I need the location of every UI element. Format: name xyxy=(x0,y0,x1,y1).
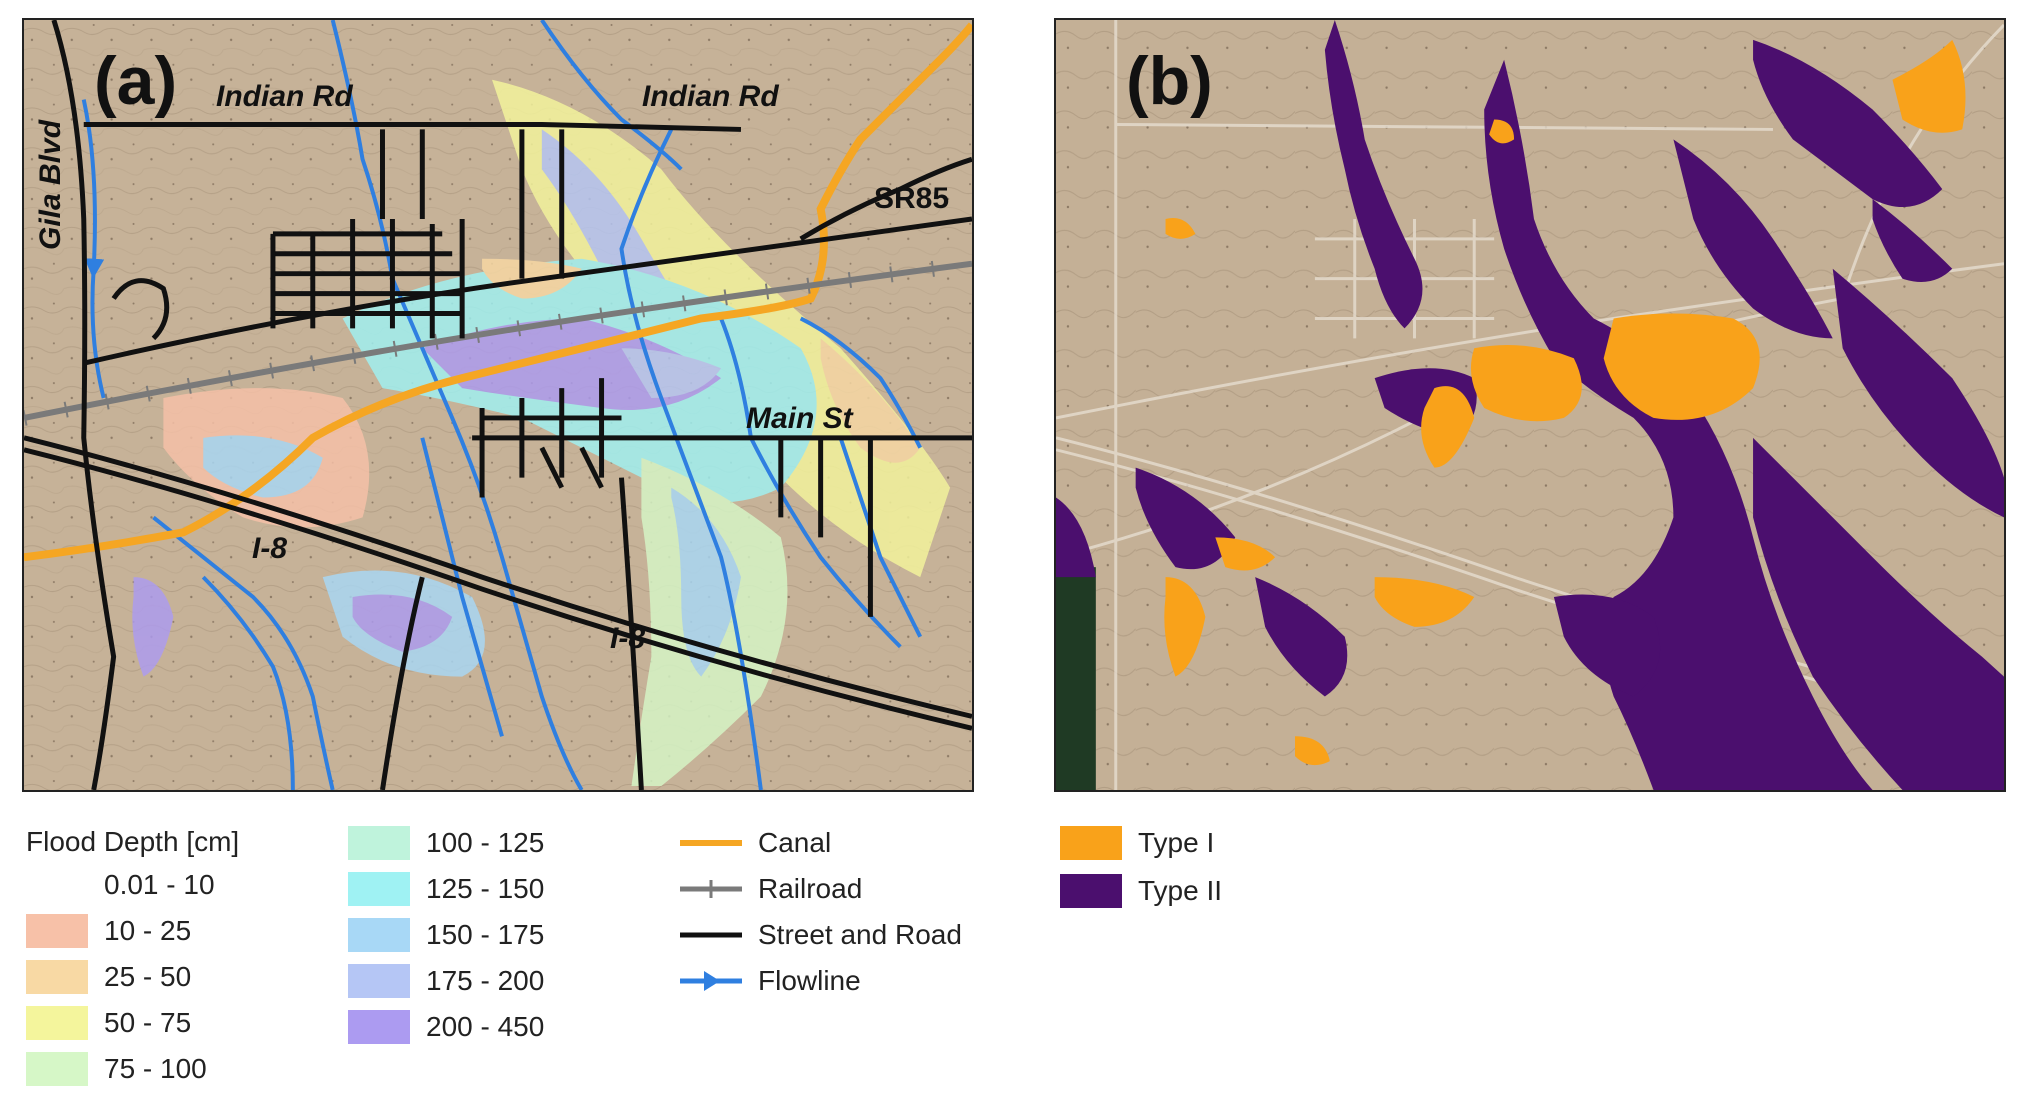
line-legend-label: Street and Road xyxy=(758,919,962,950)
line-legend-label: Canal xyxy=(758,827,832,858)
line-legend-row: Street and Road xyxy=(676,918,962,952)
road-label-main-st: Main St xyxy=(746,402,853,435)
flood-depth-class-row: 0.01 - 10 xyxy=(26,868,215,902)
flood-depth-legend-continued: 100 - 125 125 - 150 150 - 175 175 - 200 200 … xyxy=(348,826,608,1096)
flowline-layer xyxy=(81,20,922,790)
flowline-arrow-icon xyxy=(680,971,742,991)
flood-depth-class-row: 75 - 100 xyxy=(26,1052,207,1086)
flood-depth-swatch xyxy=(26,960,88,994)
farmland-patch xyxy=(1056,567,1096,790)
canal-line-icon xyxy=(680,840,742,846)
railroad-line xyxy=(24,255,972,426)
flood-depth-class-label: 25 - 50 xyxy=(104,961,192,992)
flood-depth-class-row: 25 - 50 xyxy=(26,960,191,994)
flood-depth-swatch xyxy=(26,1052,88,1086)
flood-depth-swatch xyxy=(26,868,88,902)
line-legend-row: Canal xyxy=(676,826,831,860)
flood-type-legend: Type I Type II xyxy=(1060,826,1360,926)
road-label-i8-west: I-8 xyxy=(252,532,288,565)
flood-depth-class-row: 200 - 450 xyxy=(348,1010,544,1044)
flood-depth-class-label: 75 - 100 xyxy=(104,1053,207,1084)
flood-type-legend-row: Type II xyxy=(1060,874,1222,908)
flood-depth-map: (a) Indian Rd Indian Rd Gila Blvd SR85 M… xyxy=(22,18,974,792)
road-label-indian-rd-east: Indian Rd xyxy=(642,80,779,113)
flood-depth-class-row: 50 - 75 xyxy=(26,1006,191,1040)
road-label-gila-blvd: Gila Blvd xyxy=(34,119,67,250)
flood-depth-class-label: 50 - 75 xyxy=(104,1007,192,1038)
road-label-sr85: SR85 xyxy=(874,182,950,215)
flood-depth-class-label: 175 - 200 xyxy=(426,965,545,996)
flood-depth-swatch xyxy=(348,964,410,998)
street-road-layer xyxy=(24,20,972,790)
flood-type-legend-row: Type I xyxy=(1060,826,1214,860)
road-line-icon xyxy=(680,932,742,938)
flood-depth-legend: Flood Depth [cm] 0.01 - 10 10 - 25 25 - 50… xyxy=(26,826,366,1096)
flood-depth-map-canvas xyxy=(24,20,972,790)
flood-depth-swatch xyxy=(348,826,410,860)
flood-depth-swatch xyxy=(26,1006,88,1040)
flood-type-map: (b) xyxy=(1054,18,2006,792)
panel-label-a: (a) xyxy=(94,43,178,119)
line-legend-label: Flowline xyxy=(758,965,861,996)
line-legend-row: Flowline xyxy=(676,964,861,998)
flood-depth-class-row: 175 - 200 xyxy=(348,964,544,998)
line-legend-label: Railroad xyxy=(758,873,863,904)
flood-depth-swatch xyxy=(348,872,410,906)
flood-type-map-canvas xyxy=(1056,20,2004,790)
type-i-flood-layer xyxy=(1164,39,1966,766)
flood-depth-class-row: 10 - 25 xyxy=(26,914,191,948)
flood-type-label: Type II xyxy=(1138,875,1223,906)
road-label-indian-rd-west: Indian Rd xyxy=(216,80,353,113)
flood-depth-class-label: 100 - 125 xyxy=(426,827,545,858)
panel-label-b: (b) xyxy=(1126,43,1213,119)
flood-type-swatch xyxy=(1060,874,1122,908)
flood-depth-class-row: 100 - 125 xyxy=(348,826,544,860)
line-symbol-legend: Canal Railroad Street and Road Flowline xyxy=(676,826,1016,1026)
flood-depth-class-label: 200 - 450 xyxy=(426,1011,545,1042)
flood-depth-class-label: 150 - 175 xyxy=(426,919,545,950)
flood-depth-class-label: 0.01 - 10 xyxy=(104,869,215,900)
road-label-i8-east: I-8 xyxy=(610,622,646,655)
flood-type-label: Type I xyxy=(1138,827,1215,858)
flood-depth-class-label: 10 - 25 xyxy=(104,915,192,946)
flood-depth-swatch xyxy=(348,1010,410,1044)
line-legend-row: Railroad xyxy=(676,872,862,906)
type-ii-flood-layer xyxy=(1056,20,2004,790)
flood-depth-class-row: 125 - 150 xyxy=(348,872,544,906)
flood-depth-swatch xyxy=(26,914,88,948)
flood-depth-legend-title: Flood Depth [cm] xyxy=(26,826,240,857)
flood-type-swatch xyxy=(1060,826,1122,860)
flood-depth-swatch xyxy=(348,918,410,952)
flood-depth-class-row: 150 - 175 xyxy=(348,918,544,952)
railroad-line-icon xyxy=(680,880,742,898)
flood-depth-class-label: 125 - 150 xyxy=(426,873,545,904)
